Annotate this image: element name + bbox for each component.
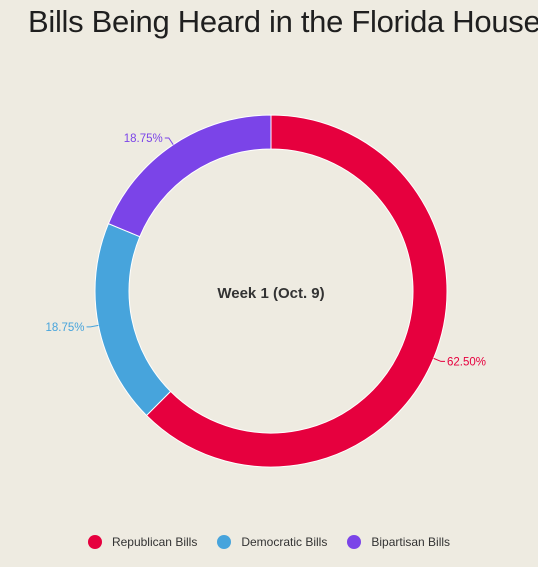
slice-republican-bills[interactable] [145,114,448,468]
slice-value-label: 18.75% [124,133,163,145]
legend-label: Bipartisan Bills [371,535,451,549]
legend-item[interactable]: Republican Bills [87,535,198,549]
legend-item[interactable]: Democratic Bills [217,535,327,549]
legend-item[interactable]: Bipartisan Bills [347,535,450,549]
label-leader-line [86,324,99,328]
slice-democratic-bills[interactable] [94,222,172,417]
legend-dot-icon [87,535,102,549]
legend-label: Republican Bills [111,535,198,549]
slice-labels: 62.50% 18.75% 18.75% [46,133,486,368]
slice-bipartisan-bills[interactable] [107,114,272,238]
label-leader-line [433,357,445,362]
donut-chart: 62.50% 18.75% 18.75% Week 1 (Oct. 9) [46,114,486,468]
donut-slices [94,114,448,468]
legend-dot-icon [347,535,362,549]
chart-title: Bills Being Heard in the Florida House [28,4,538,39]
center-label: Week 1 (Oct. 9) [217,285,324,302]
legend: Republican Bills Democratic Bills Bipartis… [0,535,538,549]
legend-dot-icon [217,535,232,549]
label-leader-line [164,137,174,145]
slice-value-label: 18.75% [46,322,85,334]
slice-value-label: 62.50% [447,356,486,368]
legend-label: Democratic Bills [241,535,328,549]
